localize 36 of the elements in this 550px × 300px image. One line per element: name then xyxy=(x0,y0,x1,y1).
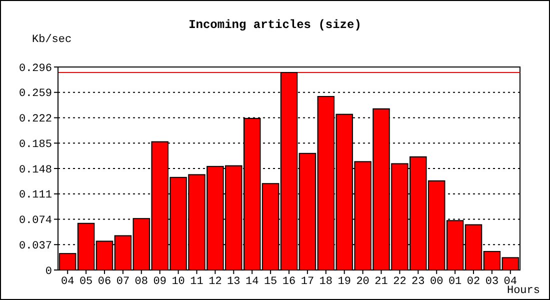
x-tick-label: 21 xyxy=(374,276,388,288)
x-tick-label: 23 xyxy=(412,276,425,288)
y-tick-label: 0.259 xyxy=(18,88,52,100)
x-tick-label: 00 xyxy=(430,276,444,288)
x-tick-label: 22 xyxy=(393,276,406,288)
x-tick-label: 07 xyxy=(116,276,130,288)
chart-title: Incoming articles (size) xyxy=(188,18,362,32)
x-tick-label: 03 xyxy=(485,276,499,288)
x-tick-label: 19 xyxy=(338,276,351,288)
x-tick-label: 11 xyxy=(190,276,204,288)
y-tick-label: 0.222 xyxy=(18,114,52,126)
x-tick-label: 10 xyxy=(172,276,185,288)
y-axis-title: Kb/sec xyxy=(32,34,72,46)
x-tick-label: 09 xyxy=(153,276,166,288)
x-tick-label: 12 xyxy=(208,276,222,288)
y-tick-label: 0.148 xyxy=(18,164,52,176)
x-tick-label: 14 xyxy=(245,276,260,288)
y-tick-label: 0.185 xyxy=(18,138,52,151)
x-axis-title: Hours xyxy=(506,285,540,297)
y-tick-label: 0.074 xyxy=(18,215,52,228)
x-tick-label: 05 xyxy=(79,276,93,288)
y-tick-label: 0.296 xyxy=(18,62,52,75)
x-tick-label: 20 xyxy=(356,276,370,288)
y-tick-label: 0.037 xyxy=(18,240,52,252)
x-tick-label: 08 xyxy=(134,276,148,288)
x-tick-label: 02 xyxy=(466,276,480,288)
x-tick-label: 18 xyxy=(319,276,333,288)
x-tick-label: 13 xyxy=(227,276,240,288)
x-tick-label: 01 xyxy=(448,276,462,288)
x-tick-label: 15 xyxy=(264,276,278,288)
x-tick-label: 17 xyxy=(300,276,314,288)
y-tick-label: 0.111 xyxy=(18,190,52,202)
y-tick-label: 0 xyxy=(45,266,52,278)
x-tick-label: 04 xyxy=(60,276,75,288)
x-tick-label: 16 xyxy=(282,276,296,288)
x-tick-label: 06 xyxy=(98,276,112,288)
